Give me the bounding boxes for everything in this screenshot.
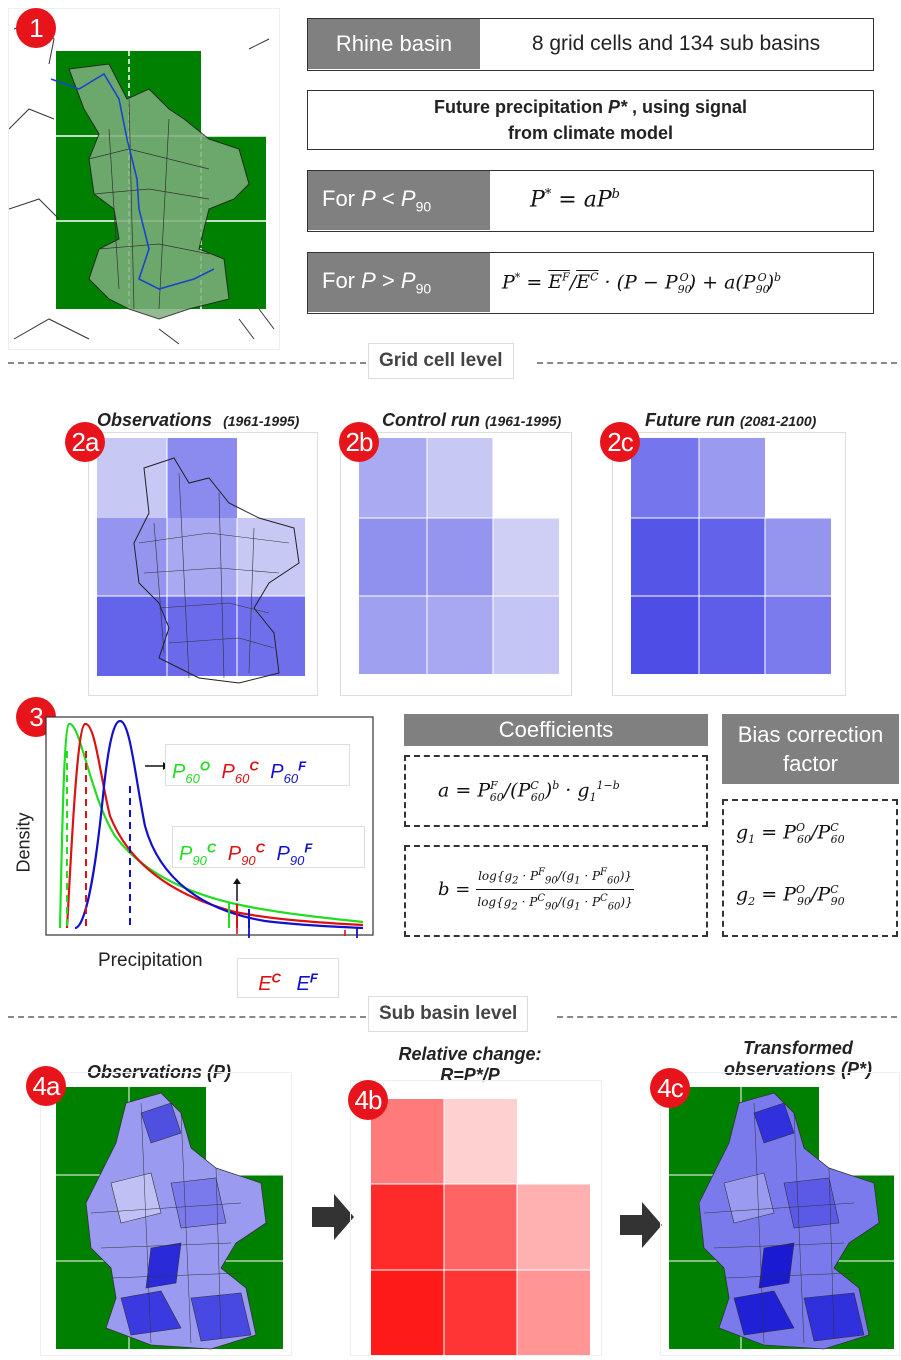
observations-title-text: Observations bbox=[97, 410, 213, 430]
e-labels-box: EC EF bbox=[237, 958, 339, 998]
badge-4b: 4b bbox=[348, 1080, 388, 1120]
rhine-map-panel bbox=[8, 8, 280, 350]
p90-control-label: P90C bbox=[227, 840, 265, 868]
for-p-less-box: For P < P90 P* = aPb bbox=[307, 170, 874, 232]
for-p-greater-box: For P > P90 P* = EF/EC · (P − P90O) + a(… bbox=[307, 252, 874, 314]
badge-1: 1 bbox=[16, 8, 56, 48]
observations-years: (1961-1995) bbox=[223, 413, 300, 429]
badge-2c: 2c bbox=[600, 422, 640, 462]
future-precip-text: Future precipitation P* , using signal bbox=[433, 97, 748, 117]
bias-title-line2: factor bbox=[782, 751, 839, 776]
future-run-title: Future run (2081-2100) bbox=[645, 410, 816, 431]
relative-change-panel bbox=[350, 1080, 602, 1356]
relative-change-grid bbox=[371, 1099, 590, 1355]
p60-control-label: P60C bbox=[221, 758, 259, 786]
observations-grid-panel bbox=[88, 432, 318, 696]
future-run-years: (2081-2100) bbox=[740, 413, 817, 429]
density-xlabel: Precipitation bbox=[98, 950, 203, 971]
badge-4c: 4c bbox=[650, 1068, 690, 1108]
rhine-basin-description: 8 grid cells and 134 sub basins bbox=[531, 32, 821, 55]
coefficients-title: Coefficients bbox=[404, 714, 708, 746]
p90-green-label: P90C bbox=[179, 840, 217, 868]
grid-cell-level-label: Grid cell level bbox=[368, 343, 514, 379]
e-future-label: EF bbox=[296, 970, 318, 995]
future-precip-line1: Future precipitation P* , using signal bbox=[308, 97, 873, 118]
transformed-subbasin-panel bbox=[660, 1072, 900, 1356]
arrow-right-icon-2 bbox=[620, 1202, 662, 1248]
grid-level-divider-right bbox=[537, 362, 897, 364]
observations-subbasin-panel bbox=[40, 1072, 292, 1356]
p90-future-label: P90F bbox=[276, 840, 313, 868]
rhine-basin-map bbox=[8, 18, 275, 345]
p60-labels-box: P60O P60C P60F bbox=[165, 744, 350, 786]
control-run-grid-panel bbox=[340, 432, 572, 696]
future-precip-line2: from climate model bbox=[507, 123, 674, 143]
bias-title-line1: Bias correction bbox=[737, 722, 884, 747]
future-run-title-text: Future run bbox=[645, 410, 735, 430]
sub-level-divider-left bbox=[8, 1016, 366, 1018]
future-run-grid-panel bbox=[612, 432, 846, 696]
p60-future-label: P60F bbox=[270, 758, 307, 786]
bias-correction-title: Bias correction factor bbox=[722, 714, 899, 784]
badge-2a: 2a bbox=[65, 422, 105, 462]
bias-factor-box: g1 = PO60/PC60 g2 = PO90/PC90 bbox=[722, 799, 898, 937]
badge-2b: 2b bbox=[339, 422, 379, 462]
for-p-greater-text: For P > P90 bbox=[322, 268, 432, 297]
rhine-basin-box: Rhine basin 8 grid cells and 134 sub bas… bbox=[307, 18, 874, 71]
transformed-subbasin-map bbox=[669, 1087, 894, 1350]
for-p-less-label: For P < P90 bbox=[308, 171, 490, 230]
equation-g2: g2 = PO90/PC90 bbox=[736, 883, 845, 909]
for-p-less-text: For P < P90 bbox=[322, 186, 432, 215]
relative-change-line1: Relative change: bbox=[398, 1044, 542, 1064]
rhine-basin-label: Rhine basin bbox=[308, 19, 480, 69]
grid-level-divider-left bbox=[8, 362, 366, 364]
future-precip-box: Future precipitation P* , using signal f… bbox=[307, 90, 874, 150]
equation-a: a = PF60/(PC60)b · g11−b bbox=[438, 779, 620, 805]
equation-g1: g1 = PO60/PC60 bbox=[736, 821, 845, 847]
control-run-title-text: Control run bbox=[382, 410, 480, 430]
future-run-grid bbox=[631, 438, 831, 674]
equation-p-less: P* = aPb bbox=[530, 187, 620, 213]
e-control-label: EC bbox=[258, 970, 281, 995]
for-p-greater-label: For P > P90 bbox=[308, 253, 490, 312]
sub-level-divider-right bbox=[557, 1016, 897, 1018]
arrow-right-icon-1 bbox=[312, 1194, 354, 1240]
sub-basin-level-label: Sub basin level bbox=[368, 996, 529, 1032]
control-run-title: Control run (1961-1995) bbox=[382, 410, 561, 431]
density-ylabel: Density bbox=[13, 812, 34, 873]
control-run-grid bbox=[359, 438, 559, 674]
equation-b: b = log{g2 · PF90/(g1 · PF60)} log{g2 · … bbox=[438, 867, 635, 913]
equation-p-greater: P* = EF/EC · (P − P90O) + a(P90O)b bbox=[502, 271, 782, 297]
p90-labels-box: P90C P90C P90F bbox=[172, 826, 365, 868]
transformed-line1: Transformed bbox=[743, 1038, 853, 1058]
coefficient-b-box: b = log{g2 · PF90/(g1 · PF60)} log{g2 · … bbox=[404, 845, 708, 937]
observations-subbasin-map bbox=[56, 1087, 283, 1350]
observations-grid bbox=[97, 438, 305, 684]
transformed-line2: observations (P*) bbox=[723, 1059, 873, 1079]
transformed-title: Transformed observations (P*) bbox=[698, 1038, 898, 1080]
observations-title: Observations (1961-1995) bbox=[97, 410, 299, 431]
p60-observed-label: P60O bbox=[172, 758, 210, 786]
coefficient-a-box: a = PF60/(PC60)b · g11−b bbox=[404, 755, 708, 827]
control-run-years: (1961-1995) bbox=[485, 413, 562, 429]
badge-4a: 4a bbox=[26, 1066, 66, 1106]
